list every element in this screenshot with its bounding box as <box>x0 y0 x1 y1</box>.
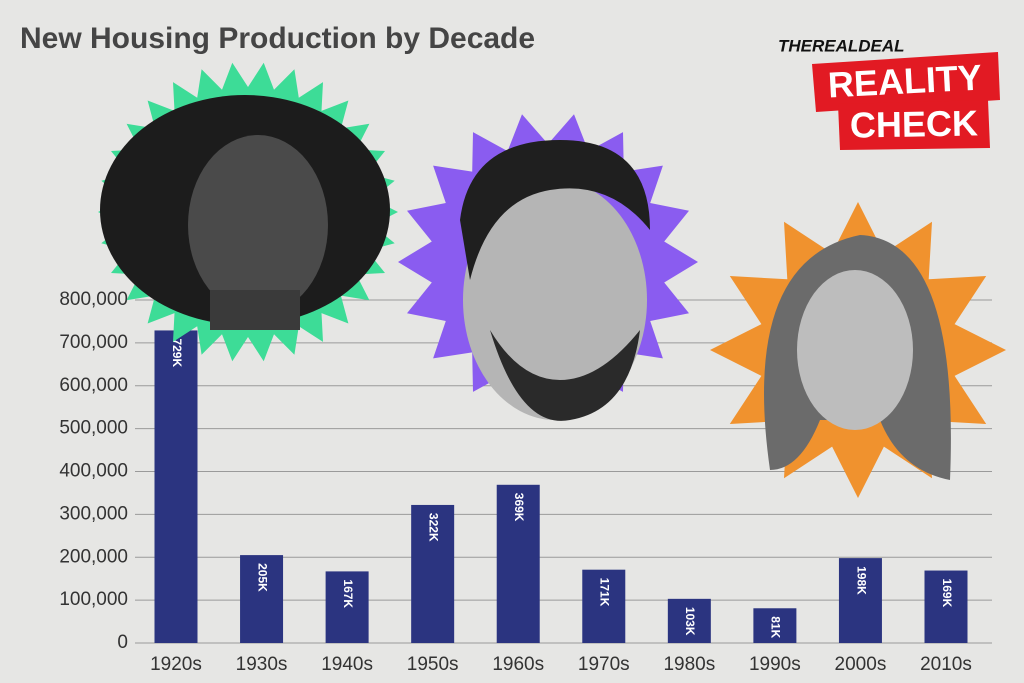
x-tick-label: 2010s <box>920 654 972 675</box>
y-tick-label: 0 <box>117 632 128 653</box>
neck <box>210 290 300 330</box>
y-tick-label: 400,000 <box>59 461 128 482</box>
y-tick-label: 800,000 <box>59 289 128 310</box>
face <box>188 135 328 315</box>
bar <box>838 558 882 643</box>
badge-box <box>838 100 990 150</box>
y-tick-label: 200,000 <box>59 546 128 567</box>
beard <box>490 330 640 421</box>
x-tick-label: 1990s <box>749 654 801 675</box>
bar <box>154 330 198 643</box>
value-label: 103K <box>683 607 697 636</box>
hair <box>460 140 650 280</box>
badge-text: CHECK <box>850 102 979 145</box>
x-tick-label: 1970s <box>578 654 630 675</box>
brand-name: THEREALDEAL <box>778 36 905 55</box>
decoration <box>98 62 1006 498</box>
value-label: 169K <box>940 579 954 608</box>
value-label: 81K <box>769 616 783 638</box>
brand-logo: THEREALDEAL REALITY CHECK <box>778 36 1000 150</box>
y-tick-label: 600,000 <box>59 375 128 396</box>
bar <box>753 608 797 643</box>
badge-box <box>812 52 1000 112</box>
x-tick-label: 2000s <box>835 654 887 675</box>
value-label: 205K <box>255 563 269 592</box>
x-tick-label: 1920s <box>150 654 202 675</box>
y-tick-label: 700,000 <box>59 332 128 353</box>
x-tick-label: 1980s <box>663 654 715 675</box>
face <box>797 270 913 430</box>
y-tick-label: 100,000 <box>59 589 128 610</box>
bar <box>582 569 626 643</box>
value-label: 171K <box>598 578 612 607</box>
y-tick-label: 500,000 <box>59 418 128 439</box>
bar <box>240 555 284 643</box>
value-label: 369K <box>512 493 526 522</box>
y-tick-label: 300,000 <box>59 503 128 524</box>
value-label: 167K <box>341 579 355 608</box>
bar <box>411 504 455 643</box>
chart-title: New Housing Production by Decade <box>20 22 535 55</box>
x-tick-label: 1930s <box>236 654 288 675</box>
value-label: 729K <box>170 338 184 367</box>
value-label: 322K <box>426 513 440 542</box>
x-tick-label: 1940s <box>321 654 373 675</box>
bar <box>924 570 968 643</box>
badge-text: REALITY <box>827 57 983 106</box>
bar <box>667 598 711 643</box>
x-tick-label: 1950s <box>407 654 459 675</box>
bar <box>496 484 540 643</box>
value-label: 198K <box>854 566 868 595</box>
bar <box>325 571 369 643</box>
x-tick-label: 1960s <box>492 654 544 675</box>
